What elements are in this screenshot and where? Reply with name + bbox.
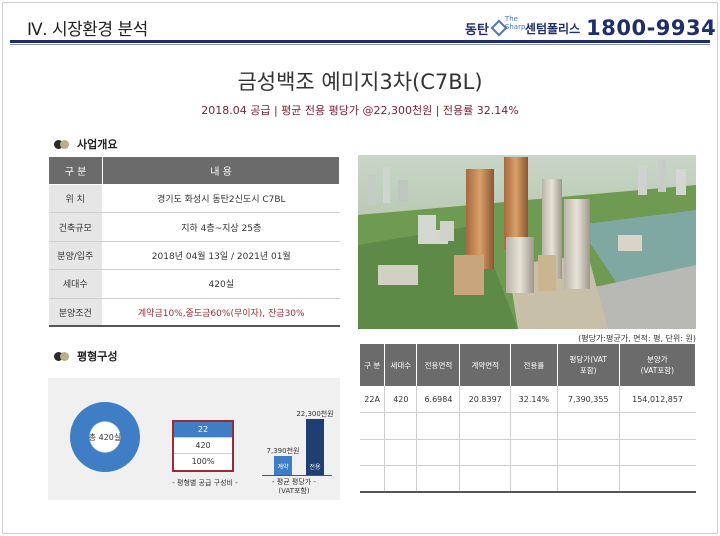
brand-center: 센텀폴리스 bbox=[524, 21, 581, 36]
composition-heading: 평형구성 bbox=[54, 348, 117, 364]
overview-key: 분양/입주 bbox=[48, 241, 103, 271]
brand-name: 동탄 bbox=[465, 22, 489, 38]
section-title: Ⅳ. 시장환경 분석 bbox=[27, 20, 148, 40]
ratio-box: 22 420 100% bbox=[172, 420, 234, 472]
table-row: 분양조건 계약금10%,중도금60%(무이자), 잔금30% bbox=[48, 298, 340, 328]
donut-chart: 총 420실 bbox=[70, 402, 140, 472]
page-subtitle: 2018.04 공급 | 평균 전용 평당가 @22,300천원 | 전용률 3… bbox=[201, 104, 519, 117]
overview-table: 구 분 내 용 위 치 경기도 화성시 동탄2신도시 C7BL 건축규모 지하 … bbox=[48, 156, 340, 328]
aerial-rendering-image bbox=[358, 155, 696, 329]
bullet-icon bbox=[54, 351, 70, 361]
table-row: 세대수 420실 bbox=[48, 269, 340, 299]
bar-value-label: 7,390천원 bbox=[266, 447, 300, 455]
unit-col-households: 세대수 bbox=[384, 344, 418, 386]
ratio-type: 22 bbox=[174, 422, 232, 438]
overview-heading: 사업개요 bbox=[54, 136, 117, 152]
table-row: 건축규모 지하 4층~지상 25층 bbox=[48, 212, 340, 242]
aerial-rendering-svg bbox=[358, 155, 696, 329]
bar-value-label: 22,300천원 bbox=[296, 410, 334, 418]
bar-category-label: 계약 bbox=[277, 464, 289, 471]
table-cell: 154,012,857 bbox=[619, 386, 696, 413]
brand-phone: 1800-9934 bbox=[586, 16, 717, 40]
overview-value: 2018년 04월 13일 / 2021년 01월 bbox=[102, 241, 340, 271]
ratio-percent: 100% bbox=[191, 457, 215, 466]
overview-col-value: 내 용 bbox=[102, 156, 340, 185]
price-caption: - 평균 평당가 - (VAT포함) bbox=[272, 478, 316, 495]
composition-panel: 총 420실 22 420 100% - 평형별 공급 구성비 - 계약 7,39… bbox=[48, 378, 340, 500]
table-cell: 6.6984 bbox=[416, 386, 461, 413]
table-cell: 22A bbox=[360, 386, 386, 413]
unit-col-price-per-pyeong: 평당가(VAT 포함) bbox=[557, 344, 620, 386]
table-row: 분양/입주 2018년 04월 13일 / 2021년 01월 bbox=[48, 241, 340, 271]
table-cell: 32.14% bbox=[510, 386, 558, 413]
table-cell: 20.8397 bbox=[459, 386, 512, 413]
table-row: 위 치 경기도 화성시 동탄2신도시 C7BL bbox=[48, 184, 340, 214]
unit-table: 구 분 세대수 전용면적 계약면적 전용률 평당가(VAT 포함) 분양가 (V… bbox=[360, 344, 697, 493]
overview-key: 위 치 bbox=[48, 184, 103, 214]
ratio-caption: - 평형별 공급 구성비 - bbox=[172, 479, 238, 487]
bar-1 bbox=[274, 456, 292, 475]
bar-axis bbox=[262, 475, 332, 476]
overview-col-key: 구 분 bbox=[48, 156, 103, 185]
brand-logo-icon: The Sharp bbox=[490, 15, 525, 41]
bullet-icon bbox=[54, 139, 70, 149]
header-divider-thin bbox=[10, 44, 710, 45]
unit-col-contract-area: 계약면적 bbox=[459, 344, 512, 386]
table-row: 22A 420 6.6984 20.8397 32.14% 7,390,355 … bbox=[360, 386, 696, 413]
unit-col-exclusive-area: 전용면적 bbox=[416, 344, 461, 386]
unit-note: (평당가:평균가, 면적: 평, 단위: 원) bbox=[578, 334, 696, 343]
table-cell: 7,390,355 bbox=[557, 386, 620, 413]
table-row bbox=[360, 412, 696, 440]
unit-col-sale-price: 분양가 (VAT포함) bbox=[619, 344, 697, 386]
composition-heading-label: 평형구성 bbox=[77, 350, 118, 363]
donut-label: 총 420실 bbox=[88, 433, 122, 442]
bar-category-label: 전용 bbox=[309, 464, 321, 471]
overview-key: 세대수 bbox=[48, 269, 103, 299]
table-row bbox=[360, 465, 696, 493]
overview-value: 420실 bbox=[102, 269, 340, 299]
ratio-units: 420 bbox=[174, 438, 232, 454]
unit-col-ratio: 전용률 bbox=[510, 344, 558, 386]
overview-value: 계약금10%,중도금60%(무이자), 잔금30% bbox=[102, 298, 340, 328]
overview-key: 분양조건 bbox=[48, 298, 103, 328]
unit-col-type: 구 분 bbox=[360, 344, 386, 386]
overview-value: 지하 4층~지상 25층 bbox=[102, 212, 340, 242]
page-title: 금성백조 예미지3차(C7BL) bbox=[237, 70, 483, 94]
header-divider bbox=[10, 40, 710, 43]
brand: 동탄 The Sharp 센텀폴리스 1800-9934 bbox=[465, 15, 716, 41]
brand-logo-text: The Sharp bbox=[504, 15, 526, 31]
bar-2 bbox=[306, 419, 324, 475]
overview-value: 경기도 화성시 동탄2신도시 C7BL bbox=[102, 184, 340, 214]
table-cell: 420 bbox=[384, 386, 418, 413]
overview-heading-label: 사업개요 bbox=[77, 138, 118, 151]
overview-key: 건축규모 bbox=[48, 212, 103, 242]
table-row bbox=[360, 439, 696, 466]
